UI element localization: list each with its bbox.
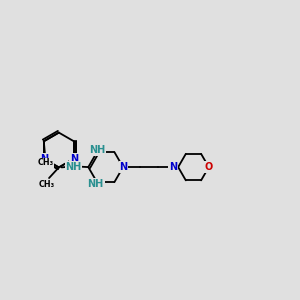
Text: NH: NH <box>88 178 104 189</box>
Text: CH₃: CH₃ <box>38 180 54 189</box>
Text: N: N <box>169 162 177 172</box>
Text: N: N <box>70 154 78 164</box>
Text: N: N <box>40 154 48 164</box>
Text: N: N <box>120 162 128 172</box>
Text: NH: NH <box>89 145 105 155</box>
Text: NH: NH <box>65 161 82 172</box>
Text: O: O <box>205 162 213 172</box>
Text: CH₃: CH₃ <box>38 158 54 167</box>
